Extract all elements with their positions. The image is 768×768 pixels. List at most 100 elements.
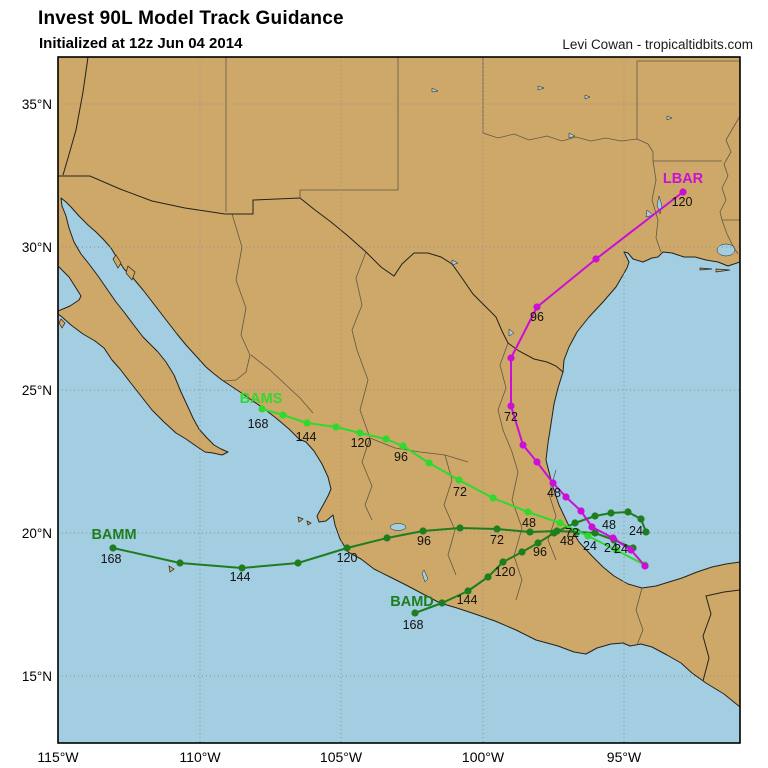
page-title: Invest 90L Model Track Guidance <box>38 8 344 29</box>
lake <box>537 85 545 91</box>
track-point-bamd <box>642 528 650 536</box>
y-axis-tick-label: 30°N <box>22 240 52 255</box>
state-boundary <box>351 251 367 351</box>
state-boundary <box>250 354 314 414</box>
lake <box>451 259 459 266</box>
forecast-hour-label: 144 <box>230 570 251 584</box>
credit-text: Levi Cowan - tropicaltidbits.com <box>562 37 753 52</box>
state-boundary <box>511 471 523 601</box>
state-boundary <box>721 219 739 255</box>
track-point-bamm <box>419 527 427 535</box>
country-border <box>62 57 89 176</box>
y-axis-tick-label: 15°N <box>22 669 52 684</box>
track-point-bams <box>612 546 620 554</box>
y-axis-tick-label: 25°N <box>22 383 52 398</box>
island <box>125 265 136 281</box>
state-boundary <box>651 160 662 253</box>
forecast-hour-label: 96 <box>417 534 431 548</box>
map-frame <box>57 56 741 744</box>
track-point-lbar <box>627 546 635 554</box>
track-point-bams <box>399 442 407 450</box>
track-point-bams <box>455 476 463 484</box>
lake <box>431 87 439 93</box>
lake <box>584 94 591 100</box>
x-axis-tick-label: 110°W <box>179 749 221 765</box>
island <box>699 267 713 271</box>
forecast-hour-label: 96 <box>530 310 544 324</box>
forecast-hour-label: 48 <box>547 486 561 500</box>
track-point-bamm <box>109 544 117 552</box>
track-point-bamm <box>294 559 302 567</box>
track-point-bamm <box>176 559 184 567</box>
forecast-hour-label: 168 <box>248 417 269 431</box>
state-boundary <box>299 57 399 198</box>
model-name-label-lbar: LBAR <box>663 171 704 187</box>
track-point-bams <box>332 423 340 431</box>
track-point-lbar <box>507 354 515 362</box>
track-point-bamd <box>591 512 599 520</box>
x-axis-tick-label: 105°W <box>320 749 363 765</box>
track-line-lbar <box>510 191 684 567</box>
forecast-hour-label: 72 <box>565 526 579 540</box>
forecast-hour-label: 72 <box>504 410 518 424</box>
track-point-lbar <box>533 458 541 466</box>
land-mass <box>58 57 740 708</box>
forecast-hour-label: 96 <box>394 450 408 464</box>
lake <box>568 132 576 139</box>
forecast-hour-label: 24 <box>604 541 618 555</box>
track-point-lbar <box>679 188 687 196</box>
track-point-bamd <box>637 515 645 523</box>
init-time-subtitle: Initialized at 12z Jun 04 2014 <box>39 35 243 52</box>
track-point-lbar <box>507 402 515 410</box>
track-point-bamd <box>484 573 492 581</box>
track-point-bams <box>489 494 497 502</box>
state-boundary <box>635 587 644 646</box>
track-point-bamd <box>438 599 446 607</box>
island <box>297 516 304 523</box>
state-boundary <box>369 437 469 463</box>
island <box>306 520 312 526</box>
forecast-hour-label: 48 <box>602 518 616 532</box>
track-point-lbar <box>592 255 600 263</box>
track-point-lbar <box>533 303 541 311</box>
track-point-bamm <box>383 534 391 542</box>
track-point-bams <box>556 519 564 527</box>
track-point-bams <box>382 435 390 443</box>
track-point-bamd <box>571 519 579 527</box>
island <box>168 565 175 573</box>
country-border <box>702 589 740 682</box>
state-boundary <box>223 213 251 382</box>
track-labels-lbar: 24 48 72 96 120 LBAR <box>504 171 704 556</box>
lake <box>389 523 407 531</box>
forecast-hour-label: 72 <box>490 533 504 547</box>
track-point-bamm <box>456 524 464 532</box>
forecast-hour-label: 120 <box>337 551 358 565</box>
track-point-bams <box>356 429 364 437</box>
state-boundary <box>356 349 371 439</box>
forecast-hour-label: 24 <box>614 542 628 556</box>
state-boundary <box>502 429 519 473</box>
model-name-label-bams: BAMS <box>240 391 283 407</box>
state-boundary <box>497 342 509 431</box>
island <box>715 268 731 273</box>
country-border <box>299 197 564 373</box>
track-point-bams <box>425 459 433 467</box>
model-name-label-bamd: BAMD <box>390 594 434 610</box>
forecast-hour-label: 120 <box>672 195 693 209</box>
y-axis-tick-label: 35°N <box>22 97 52 112</box>
x-axis-tick-label: 115°W <box>37 749 79 765</box>
state-boundary <box>361 437 373 521</box>
x-axis-tick-label: 95°W <box>607 749 642 765</box>
state-boundary <box>719 115 740 221</box>
state-boundary <box>482 132 638 142</box>
forecast-hour-label: 24 <box>629 524 643 538</box>
lake <box>716 243 736 257</box>
track-point-lbar <box>641 562 649 570</box>
lake <box>508 328 515 337</box>
track-point-bamd <box>550 529 558 537</box>
track-point-lbar <box>562 493 570 501</box>
